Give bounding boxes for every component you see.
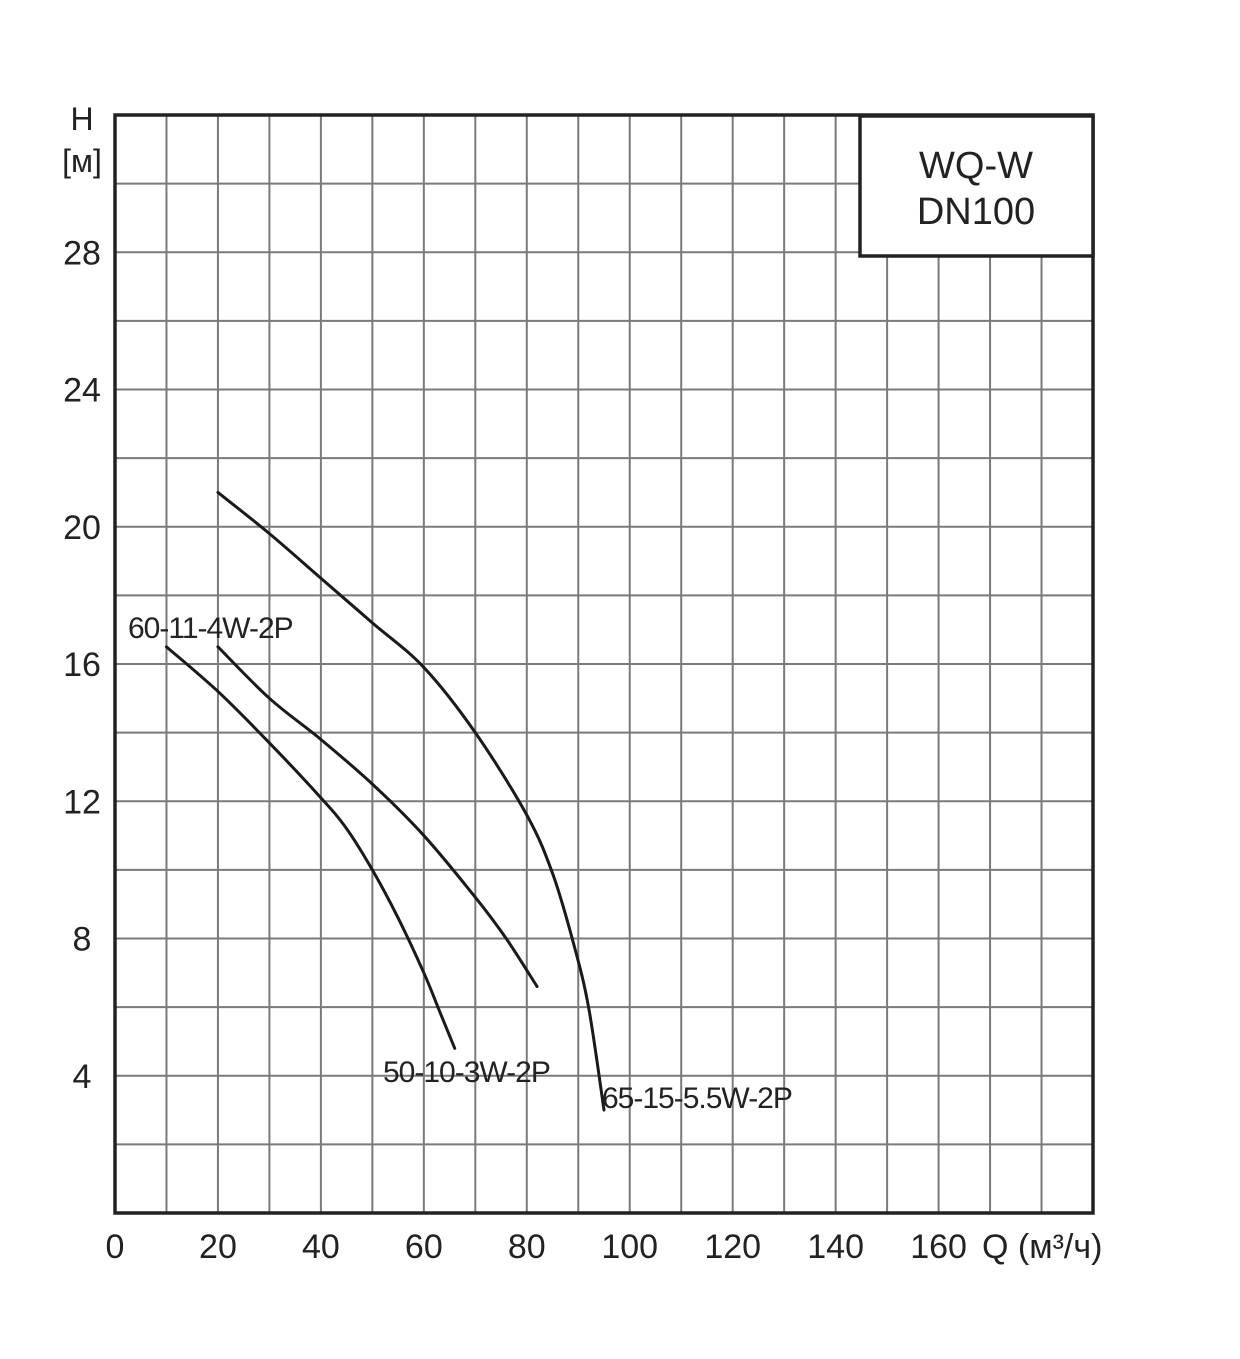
plot-frame (113, 113, 1095, 1215)
curve-series-1 (164, 645, 457, 1050)
grid (115, 115, 1093, 1213)
x-axis-label: Q (м³/ч) (982, 1228, 1102, 1266)
y-tick-label: 28 (63, 234, 101, 272)
curve-series-3 (216, 490, 606, 1112)
x-tick-label: 40 (302, 1228, 340, 1266)
x-tick-label: 100 (601, 1228, 658, 1266)
x-tick-label: 60 (405, 1228, 443, 1266)
curve-label-60-11-4w-2p: 60-11-4W-2P (128, 612, 293, 645)
y-tick-label: 24 (63, 372, 101, 410)
title-box-frame (858, 114, 1095, 258)
y-tick-label: 8 (73, 921, 92, 959)
title-box: WQ-W DN100 (858, 114, 1095, 258)
x-tick-label: 140 (807, 1228, 864, 1266)
x-tick-label: 120 (704, 1228, 761, 1266)
curve-label-50-10-3w-2p: 50-10-3W-2P (383, 1056, 550, 1089)
curves (164, 490, 606, 1112)
title-line-1: WQ-W (919, 145, 1033, 187)
y-axis-label-line-2: [м] (62, 143, 102, 179)
tick-labels: 0 20 40 60 80 100 120 140 160 4 8 12 16 20 24 28 (63, 234, 967, 1266)
y-tick-label: 20 (63, 509, 101, 547)
y-tick-label: 4 (73, 1058, 92, 1096)
curve-label-65-15-5-5w-2p: 65-15-5.5W-2P (602, 1082, 792, 1115)
x-tick-label: 160 (910, 1228, 967, 1266)
x-tick-label: 80 (508, 1228, 546, 1266)
y-axis-label-line-1: H (70, 101, 93, 137)
y-tick-label: 12 (63, 783, 101, 821)
x-tick-label: 20 (199, 1228, 237, 1266)
y-tick-label: 16 (63, 646, 101, 684)
curve-series-2 (216, 645, 539, 989)
title-line-2: DN100 (917, 191, 1035, 233)
x-tick-label: 0 (106, 1228, 125, 1266)
